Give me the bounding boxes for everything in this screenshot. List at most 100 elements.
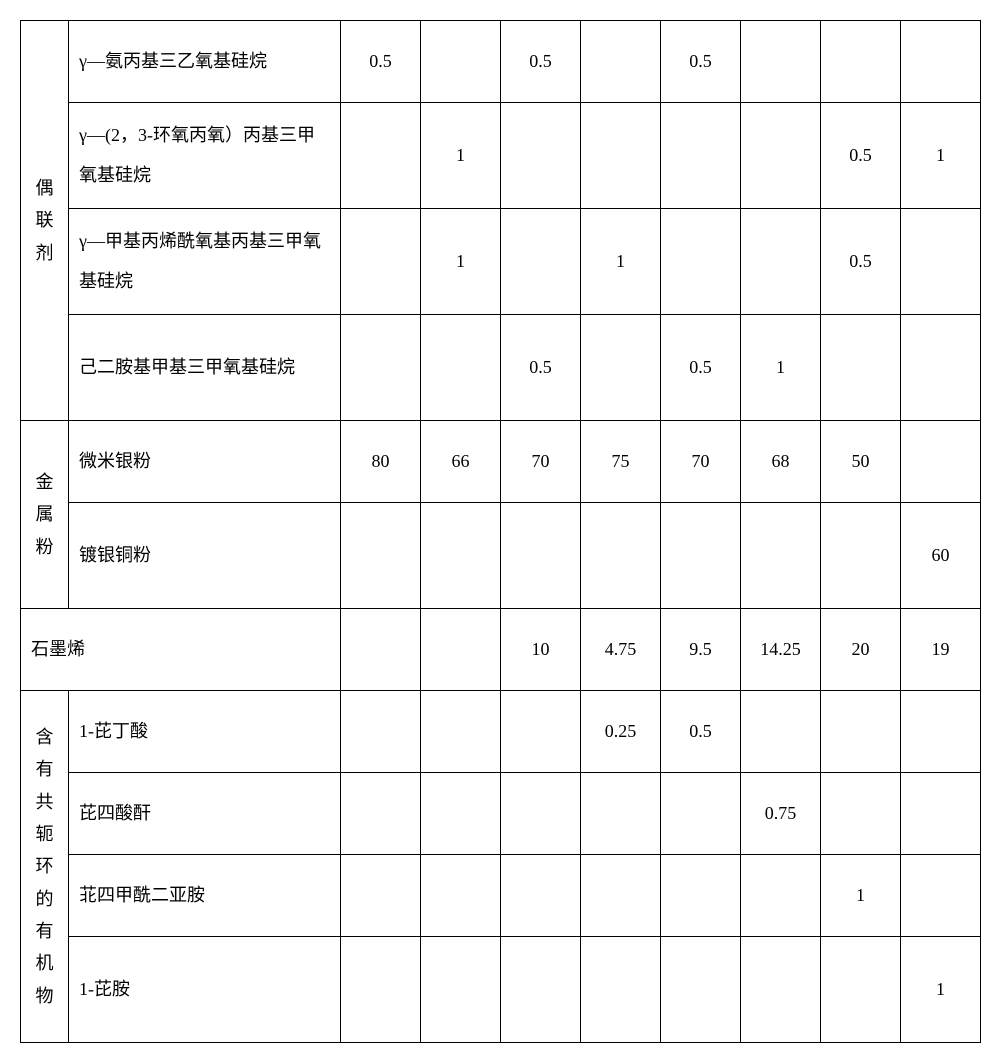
cell bbox=[901, 21, 981, 103]
cell: 14.25 bbox=[741, 609, 821, 691]
row-label: 镀银铜粉 bbox=[69, 503, 341, 609]
cell bbox=[341, 855, 421, 937]
table-row: 偶联剂 γ—氨丙基三乙氧基硅烷 0.5 0.5 0.5 bbox=[21, 21, 981, 103]
cell bbox=[821, 21, 901, 103]
cell bbox=[421, 691, 501, 773]
cell bbox=[661, 855, 741, 937]
cell: 20 bbox=[821, 609, 901, 691]
cell: 1 bbox=[901, 937, 981, 1043]
cell bbox=[741, 503, 821, 609]
row-label: 1-芘丁酸 bbox=[69, 691, 341, 773]
cell bbox=[421, 773, 501, 855]
cell: 0.5 bbox=[661, 691, 741, 773]
cell: 0.5 bbox=[341, 21, 421, 103]
cell bbox=[581, 21, 661, 103]
cell bbox=[341, 315, 421, 421]
cell: 1 bbox=[821, 855, 901, 937]
cell bbox=[501, 937, 581, 1043]
cell bbox=[581, 315, 661, 421]
row-label: 1-芘胺 bbox=[69, 937, 341, 1043]
cell bbox=[821, 315, 901, 421]
cell bbox=[421, 21, 501, 103]
cell bbox=[901, 421, 981, 503]
cell: 0.5 bbox=[661, 315, 741, 421]
cell bbox=[421, 937, 501, 1043]
cell bbox=[501, 855, 581, 937]
cell bbox=[421, 609, 501, 691]
cell: 0.5 bbox=[821, 103, 901, 209]
cell: 0.25 bbox=[581, 691, 661, 773]
cell bbox=[341, 209, 421, 315]
cell bbox=[501, 503, 581, 609]
cell bbox=[581, 937, 661, 1043]
cell bbox=[421, 503, 501, 609]
cell: 1 bbox=[741, 315, 821, 421]
row-label: γ—氨丙基三乙氧基硅烷 bbox=[69, 21, 341, 103]
cell bbox=[501, 773, 581, 855]
cell: 70 bbox=[661, 421, 741, 503]
cell bbox=[341, 691, 421, 773]
cell: 0.5 bbox=[501, 21, 581, 103]
cell: 19 bbox=[901, 609, 981, 691]
row-label: 己二胺基甲基三甲氧基硅烷 bbox=[69, 315, 341, 421]
table-row: 金属粉 微米银粉 80 66 70 75 70 68 50 bbox=[21, 421, 981, 503]
cell bbox=[741, 855, 821, 937]
cell bbox=[581, 103, 661, 209]
cell: 0.75 bbox=[741, 773, 821, 855]
cell: 0.5 bbox=[501, 315, 581, 421]
row-label: 微米银粉 bbox=[69, 421, 341, 503]
table-row: 石墨烯 10 4.75 9.5 14.25 20 19 bbox=[21, 609, 981, 691]
cell bbox=[341, 503, 421, 609]
cell bbox=[821, 691, 901, 773]
cell bbox=[741, 209, 821, 315]
cell bbox=[661, 103, 741, 209]
cell bbox=[501, 103, 581, 209]
cell bbox=[901, 691, 981, 773]
data-table: 偶联剂 γ—氨丙基三乙氧基硅烷 0.5 0.5 0.5 γ—(2，3-环氧丙氧）… bbox=[20, 20, 981, 1043]
cell bbox=[501, 209, 581, 315]
cell bbox=[341, 773, 421, 855]
cell bbox=[661, 209, 741, 315]
cell: 60 bbox=[901, 503, 981, 609]
cell bbox=[901, 209, 981, 315]
cell bbox=[901, 315, 981, 421]
cell bbox=[341, 609, 421, 691]
group-text: 含有共轭环的有机物 bbox=[25, 721, 64, 1013]
cell bbox=[341, 103, 421, 209]
cell bbox=[581, 503, 661, 609]
group-text: 偶联剂 bbox=[25, 172, 64, 269]
group-text: 金属粉 bbox=[25, 466, 64, 563]
cell bbox=[421, 315, 501, 421]
cell bbox=[821, 937, 901, 1043]
row-label: 苝四甲酰二亚胺 bbox=[69, 855, 341, 937]
row-label: γ—甲基丙烯酰氧基丙基三甲氧基硅烷 bbox=[69, 209, 341, 315]
cell: 50 bbox=[821, 421, 901, 503]
cell: 0.5 bbox=[821, 209, 901, 315]
cell bbox=[581, 773, 661, 855]
cell: 80 bbox=[341, 421, 421, 503]
row-label: γ—(2，3-环氧丙氧）丙基三甲氧基硅烷 bbox=[69, 103, 341, 209]
cell: 70 bbox=[501, 421, 581, 503]
cell: 10 bbox=[501, 609, 581, 691]
cell bbox=[741, 937, 821, 1043]
table-row: 含有共轭环的有机物 1-芘丁酸 0.25 0.5 bbox=[21, 691, 981, 773]
row-label: 芘四酸酐 bbox=[69, 773, 341, 855]
cell bbox=[661, 773, 741, 855]
cell: 1 bbox=[421, 103, 501, 209]
cell bbox=[341, 937, 421, 1043]
cell: 68 bbox=[741, 421, 821, 503]
cell: 75 bbox=[581, 421, 661, 503]
cell bbox=[901, 773, 981, 855]
table-row: 苝四甲酰二亚胺 1 bbox=[21, 855, 981, 937]
cell: 4.75 bbox=[581, 609, 661, 691]
table-row: 1-芘胺 1 bbox=[21, 937, 981, 1043]
group-label: 金属粉 bbox=[21, 421, 69, 609]
cell: 1 bbox=[901, 103, 981, 209]
cell bbox=[421, 855, 501, 937]
cell bbox=[821, 503, 901, 609]
table-row: γ—(2，3-环氧丙氧）丙基三甲氧基硅烷 1 0.5 1 bbox=[21, 103, 981, 209]
group-label: 偶联剂 bbox=[21, 21, 69, 421]
row-label: 石墨烯 bbox=[21, 609, 341, 691]
cell bbox=[661, 937, 741, 1043]
cell bbox=[741, 103, 821, 209]
